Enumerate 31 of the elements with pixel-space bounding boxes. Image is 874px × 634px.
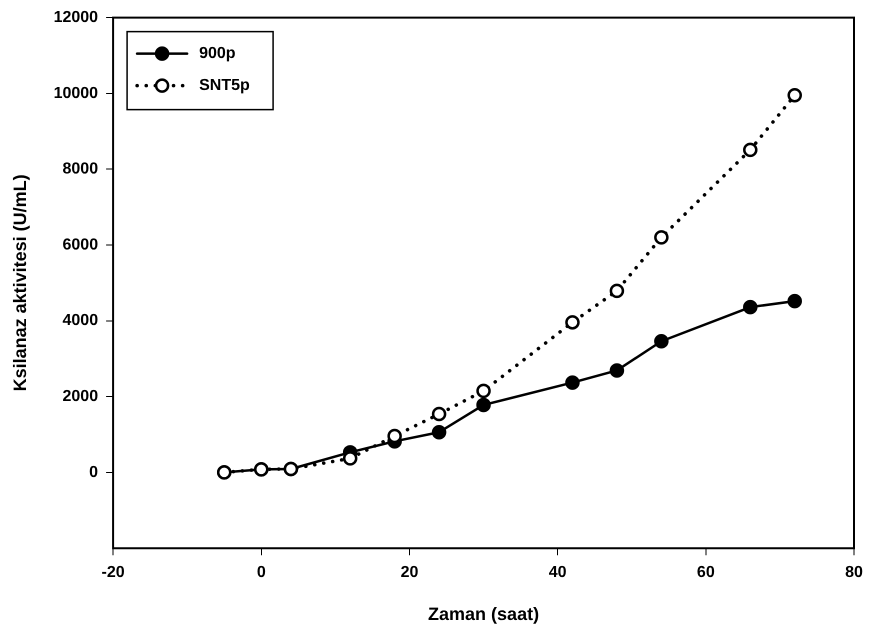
y-tick-label: 6000	[62, 236, 98, 254]
y-tick-label: 4000	[62, 312, 98, 330]
point	[743, 142, 758, 158]
y-tick-label: 12000	[54, 9, 98, 26]
legend-label: 900p	[199, 45, 236, 62]
point	[610, 363, 624, 378]
x-tick-label: 80	[845, 564, 863, 582]
y-tick-label: 0	[89, 464, 98, 481]
point	[476, 398, 491, 412]
legend-label: SNT5p	[199, 77, 250, 94]
x-tick-label: 40	[548, 564, 567, 582]
y-tick-label: 8000	[62, 160, 98, 178]
y-axis-title: Ksilanaz aktivitesi (U/mL)	[10, 174, 30, 392]
point	[610, 284, 624, 298]
x-tick-label: -20	[102, 564, 125, 582]
point	[654, 230, 669, 245]
point	[565, 375, 580, 390]
point	[565, 315, 580, 330]
y-tick-label: 10000	[54, 84, 98, 102]
point	[432, 424, 446, 440]
x-tick-label: 20	[400, 564, 418, 582]
x-tick-label: 60	[696, 564, 715, 582]
x-axis-title: Zaman (saat)	[428, 604, 540, 624]
point	[432, 406, 446, 422]
point	[787, 294, 802, 308]
point	[476, 384, 491, 398]
point	[743, 300, 758, 314]
x-tick-label: 0	[256, 564, 266, 582]
y-tick-label: 2000	[62, 388, 98, 406]
point	[654, 334, 669, 349]
point	[787, 88, 802, 103]
